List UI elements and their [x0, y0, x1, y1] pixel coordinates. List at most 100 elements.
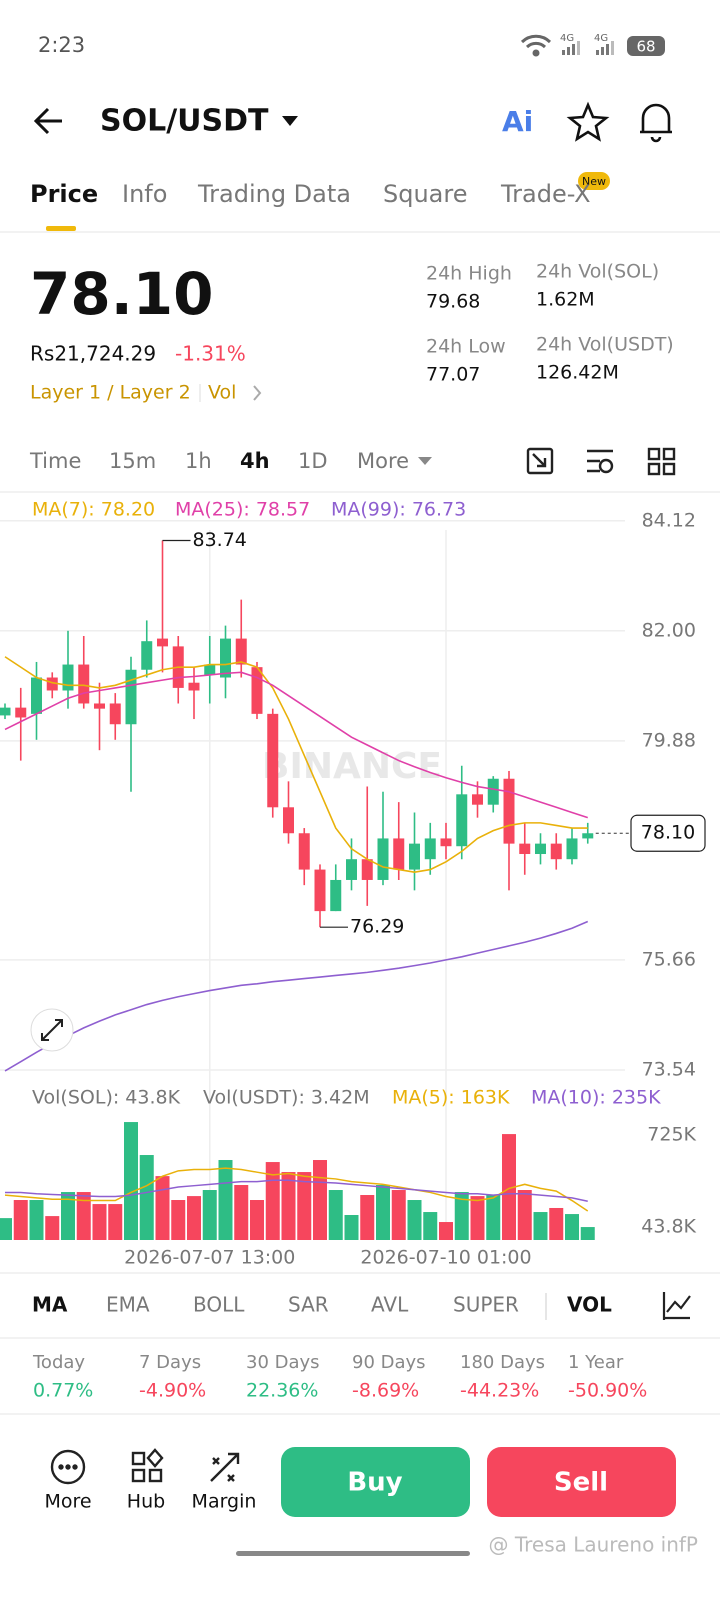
last-price-label: 78.10: [641, 822, 695, 844]
chart-settings-icon[interactable]: [587, 449, 614, 474]
volume-bar: [423, 1212, 438, 1240]
ai-button[interactable]: Ai: [502, 105, 533, 138]
new-badge: [578, 172, 610, 190]
volume-bar: [108, 1204, 123, 1240]
interval-option[interactable]: More: [357, 449, 409, 473]
stat-label: 24h High: [426, 263, 512, 285]
interval-option[interactable]: 1D: [298, 449, 328, 473]
candle-body: [267, 713, 279, 808]
period-change: -8.69%: [352, 1380, 419, 1402]
volume-bar: [407, 1200, 422, 1240]
sell-button[interactable]: [487, 1447, 676, 1517]
indicator-tab[interactable]: BOLL: [193, 1293, 245, 1317]
indicator-tab[interactable]: SAR: [288, 1293, 329, 1317]
hub-icon[interactable]: [131, 1448, 164, 1483]
indicator-tab[interactable]: AVL: [371, 1293, 409, 1317]
volume-bar: [486, 1195, 501, 1240]
period-label: Today: [32, 1352, 85, 1373]
period-change: -50.90%: [568, 1380, 647, 1402]
tab[interactable]: Trade-X: [500, 180, 591, 208]
sector-tag[interactable]: Vol: [208, 382, 236, 404]
buy-label[interactable]: Buy: [347, 1468, 402, 1498]
interval-option[interactable]: 15m: [109, 449, 156, 473]
more-icon[interactable]: [50, 1449, 86, 1485]
sector-tag[interactable]: Layer 1 / Layer 2: [30, 382, 191, 404]
period-change: 0.77%: [33, 1380, 93, 1402]
more-dropdown[interactable]: [418, 457, 432, 465]
volume-bar: [502, 1134, 516, 1240]
y-tick-label: 82.00: [642, 619, 696, 641]
volume-bar: [29, 1200, 44, 1240]
annotation-label: 76.29: [350, 916, 404, 938]
period-label: 7 Days: [139, 1352, 201, 1373]
candle-body: [519, 843, 531, 855]
volume-bar: [0, 1218, 12, 1240]
tab[interactable]: Trading Data: [197, 180, 351, 208]
period-change: -44.23%: [460, 1380, 539, 1402]
candle-body: [141, 641, 153, 670]
annotation-label: 83.74: [193, 529, 247, 551]
alert-button[interactable]: [640, 103, 672, 143]
candle-body: [62, 664, 74, 691]
nav-label[interactable]: Margin: [192, 1491, 257, 1513]
interval-option[interactable]: 4h: [240, 449, 270, 473]
sell-label[interactable]: Sell: [554, 1468, 608, 1498]
candle-body: [31, 677, 42, 714]
price-change: -1.31%: [175, 342, 246, 366]
back-button[interactable]: [33, 107, 62, 135]
tab[interactable]: Info: [122, 180, 167, 208]
candle-body: [94, 703, 105, 709]
y-tick-label: 79.88: [642, 729, 696, 751]
volume-bar: [45, 1216, 60, 1240]
indicator-tab[interactable]: SUPER: [453, 1293, 519, 1317]
ma-legend: MA(25): 78.57: [175, 499, 310, 521]
y-tick-label: 73.54: [642, 1058, 696, 1080]
candle-body: [109, 703, 121, 725]
candle-body: [456, 794, 468, 847]
volume-bar: [376, 1185, 390, 1240]
chart-tool-icon[interactable]: [526, 447, 554, 475]
volume-legend: Vol(USDT): 3.42M: [203, 1087, 370, 1109]
volume-bar: [344, 1215, 359, 1240]
ma-line: [4, 920, 589, 1072]
volume-bar: [328, 1190, 343, 1240]
candle-body: [251, 667, 263, 714]
candle-body: [235, 638, 247, 665]
candle-body: [503, 778, 515, 844]
nav-label[interactable]: More: [44, 1491, 91, 1513]
pair-title[interactable]: SOL/USDT: [100, 104, 269, 139]
signal-icon: [562, 41, 614, 55]
network-label: 4G: [560, 33, 574, 44]
fiat-price: Rs21,724.29: [30, 342, 156, 366]
volume-bar: [250, 1200, 264, 1240]
y-tick-label: 75.66: [642, 948, 696, 970]
stat-label: 24h Vol(SOL): [536, 261, 659, 283]
stat-value: 126.42M: [536, 362, 619, 384]
watermark: @ Tresa Laureno infP: [488, 1533, 698, 1557]
margin-icon[interactable]: [210, 1452, 240, 1482]
tab[interactable]: Price: [30, 180, 98, 208]
pair-dropdown[interactable]: [282, 116, 298, 126]
buy-button[interactable]: [281, 1447, 470, 1517]
price-chart: MA(7): 78.20 MA(25): 78.57 MA(99): 76.73 84…: [0, 499, 706, 1269]
indicator-tab[interactable]: EMA: [106, 1293, 150, 1317]
x-tick-label: 2026-07-07 13:00: [124, 1247, 295, 1269]
expand-button[interactable]: [30, 1008, 74, 1052]
indicator-settings[interactable]: [662, 1292, 691, 1320]
nav-label[interactable]: Hub: [127, 1491, 165, 1513]
stat-value: 77.07: [426, 364, 480, 386]
indicator-tab[interactable]: VOL: [567, 1293, 612, 1317]
indicator-tab[interactable]: MA: [32, 1293, 68, 1317]
volume-bar: [234, 1185, 249, 1240]
ma-legend: MA(7): 78.20: [32, 499, 155, 521]
candle-body: [361, 859, 373, 880]
candle-body: [582, 833, 594, 839]
period-label: 90 Days: [352, 1352, 426, 1373]
favorite-button[interactable]: [566, 101, 610, 142]
layout-icon[interactable]: [647, 447, 676, 476]
interval-option[interactable]: 1h: [185, 449, 212, 473]
interval-option[interactable]: Time: [29, 449, 81, 473]
tab[interactable]: Square: [383, 180, 468, 208]
candle-body: [377, 838, 389, 880]
home-indicator: [236, 1551, 470, 1556]
